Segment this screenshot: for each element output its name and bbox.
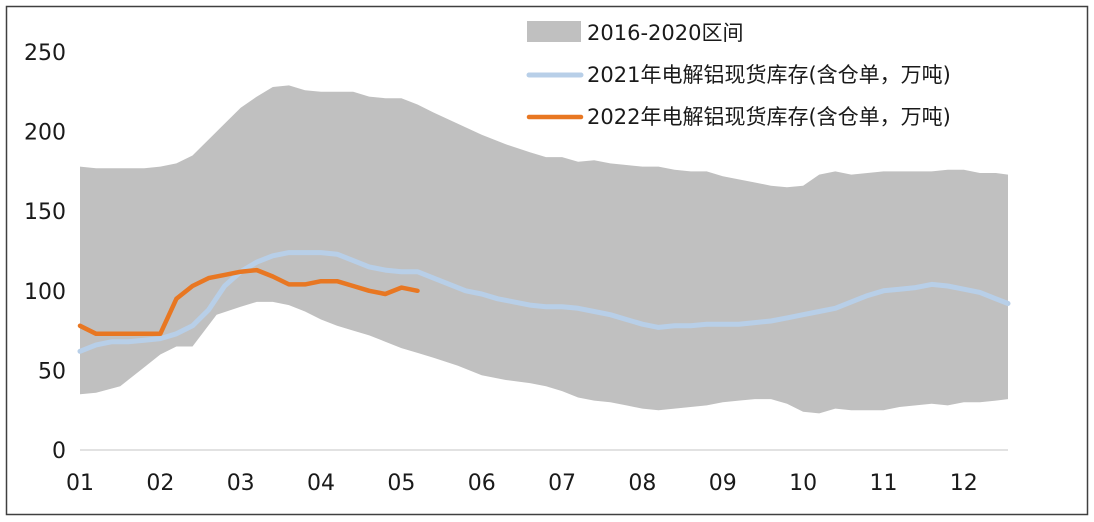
legend: 2016-2020区间 2021年电解铝现货库存(含仓单，万吨) 2022年电解… [526, 21, 951, 129]
x-tick-label: 10 [789, 471, 817, 496]
x-tick-label: 12 [950, 471, 978, 496]
x-tick-label: 02 [146, 471, 174, 496]
y-tick-label: 50 [38, 359, 66, 384]
x-tick-label: 06 [468, 471, 496, 496]
y-tick-label: 250 [24, 41, 66, 66]
legend-swatch-band [527, 21, 581, 42]
y-axis-ticks: 0 50 100 150 200 250 [24, 41, 66, 464]
x-tick-label: 03 [227, 471, 255, 496]
legend-label-band: 2016-2020区间 [587, 21, 743, 45]
series-line-2022 [77, 267, 420, 337]
y-tick-label: 150 [24, 200, 66, 225]
x-tick-label: 11 [869, 471, 897, 496]
x-tick-label: 09 [709, 471, 737, 496]
x-tick-label: 08 [628, 471, 656, 496]
x-tick-label: 04 [307, 471, 335, 496]
legend-label-2021: 2021年电解铝现货库存(含仓单，万吨) [587, 63, 951, 87]
x-tick-label: 05 [387, 471, 415, 496]
plot-area [77, 85, 1011, 451]
y-tick-label: 100 [24, 280, 66, 305]
series-line-2021 [77, 250, 1011, 354]
legend-label-2022: 2022年电解铝现货库存(含仓单，万吨) [587, 105, 951, 129]
y-tick-label: 0 [52, 439, 66, 464]
x-tick-label: 01 [66, 471, 94, 496]
x-axis-ticks: 01 02 03 04 05 06 07 08 09 10 11 12 [66, 471, 978, 496]
range-band-2016-2020 [80, 85, 1008, 414]
x-tick-label: 07 [548, 471, 576, 496]
y-tick-label: 200 [24, 121, 66, 146]
